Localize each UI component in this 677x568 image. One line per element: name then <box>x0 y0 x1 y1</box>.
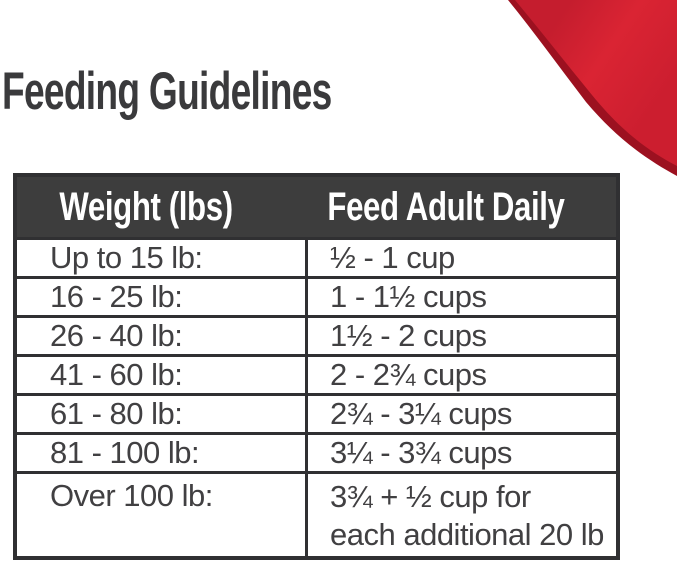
table-header-row: Weight (lbs) Feed Adult Daily <box>17 177 616 237</box>
weight-cell: 81 - 100 lb: <box>17 435 308 471</box>
column-header-feed: Feed Adult Daily <box>326 184 565 229</box>
weight-cell: 41 - 60 lb: <box>17 357 308 393</box>
feed-cell: 1 - 1½ cups <box>330 279 487 314</box>
feeding-guidelines-table: Weight (lbs) Feed Adult Daily Up to 15 l… <box>13 173 620 560</box>
page-title: Feeding Guidelines <box>2 62 332 121</box>
weight-cell: 26 - 40 lb: <box>17 318 308 354</box>
feed-cell: 2 - 2¾ cups <box>330 357 487 392</box>
feed-line-2: each additional 20 lb <box>330 517 604 552</box>
table-row: 81 - 100 lb: 3¼ - 3¾ cups <box>17 432 616 471</box>
feed-line-1: 3¾ + ½ cup for <box>330 479 531 514</box>
table-row: 61 - 80 lb: 2¾ - 3¼ cups <box>17 393 616 432</box>
column-header-weight: Weight (lbs) <box>59 184 233 229</box>
feed-cell: 1½ - 2 cups <box>330 318 487 353</box>
weight-cell: 16 - 25 lb: <box>17 279 308 315</box>
weight-cell: Up to 15 lb: <box>17 240 308 276</box>
table-row: 41 - 60 lb: 2 - 2¾ cups <box>17 354 616 393</box>
feed-cell: ½ - 1 cup <box>330 240 455 275</box>
table-row: Up to 15 lb: ½ - 1 cup <box>17 237 616 276</box>
feed-cell: 3¾ + ½ cup for each additional 20 lb <box>308 474 616 556</box>
weight-cell: Over 100 lb: <box>17 474 308 556</box>
table-row: 16 - 25 lb: 1 - 1½ cups <box>17 276 616 315</box>
table-row: 26 - 40 lb: 1½ - 2 cups <box>17 315 616 354</box>
table-row: Over 100 lb: 3¾ + ½ cup for each additio… <box>17 471 616 556</box>
weight-cell: 61 - 80 lb: <box>17 396 308 432</box>
feed-cell: 3¼ - 3¾ cups <box>330 435 512 470</box>
feed-cell: 2¾ - 3¼ cups <box>330 396 512 431</box>
